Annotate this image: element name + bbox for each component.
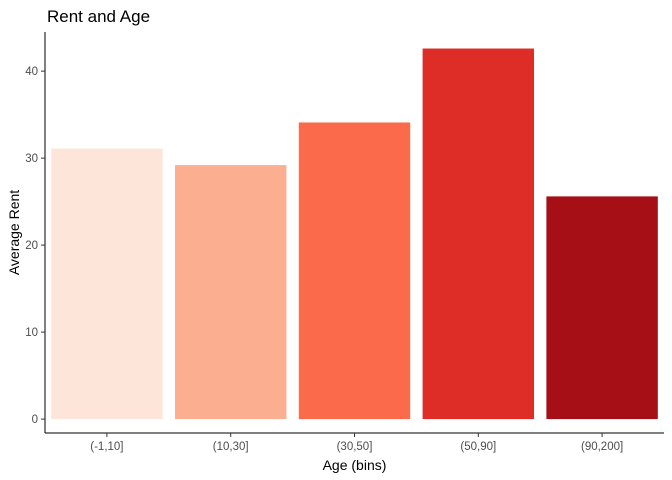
y-tick-label-2: 10 — [25, 327, 38, 339]
bars-group — [51, 48, 658, 420]
x-tick-label-5: (90,200] — [581, 441, 623, 453]
y-tick-label-4: 30 — [25, 153, 38, 165]
bar-2 — [174, 165, 287, 420]
bar-1 — [51, 148, 163, 420]
bar-3 — [298, 122, 411, 420]
y-axis-ticks: 0 10 20 30 40 — [25, 66, 45, 426]
y-axis-title: Average Rent — [6, 190, 22, 275]
x-axis-ticks: (-1,10] (10,30] (30,50] (50,90] (90,200] — [90, 433, 623, 453]
bar-5 — [546, 196, 658, 420]
chart-title: Rent and Age — [47, 7, 150, 26]
x-tick-label-2: (10,30] — [213, 441, 249, 453]
bar-4 — [422, 48, 535, 420]
x-axis-title: Age (bins) — [323, 457, 387, 473]
y-tick-label-3: 20 — [25, 240, 38, 252]
x-tick-label-3: (30,50] — [337, 441, 373, 453]
x-tick-label-4: (50,90] — [460, 441, 496, 453]
x-tick-label-1: (-1,10] — [90, 441, 123, 453]
y-tick-label-1: 0 — [32, 414, 38, 426]
y-tick-label-5: 40 — [25, 66, 38, 78]
